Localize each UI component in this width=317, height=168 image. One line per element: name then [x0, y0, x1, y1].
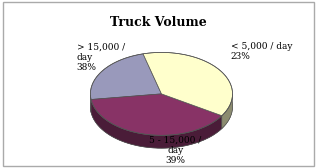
- Text: < 5,000 / day
23%: < 5,000 / day 23%: [230, 42, 292, 61]
- Polygon shape: [90, 95, 91, 112]
- Ellipse shape: [90, 65, 233, 148]
- Polygon shape: [143, 52, 233, 116]
- Polygon shape: [91, 94, 222, 135]
- Text: 5 - 15,000 /
day
39%: 5 - 15,000 / day 39%: [149, 135, 201, 165]
- Polygon shape: [91, 99, 222, 148]
- Polygon shape: [90, 54, 161, 99]
- Text: Truck Volume: Truck Volume: [110, 16, 207, 29]
- Polygon shape: [222, 94, 233, 129]
- Text: > 15,000 /
day
38%: > 15,000 / day 38%: [77, 43, 125, 72]
